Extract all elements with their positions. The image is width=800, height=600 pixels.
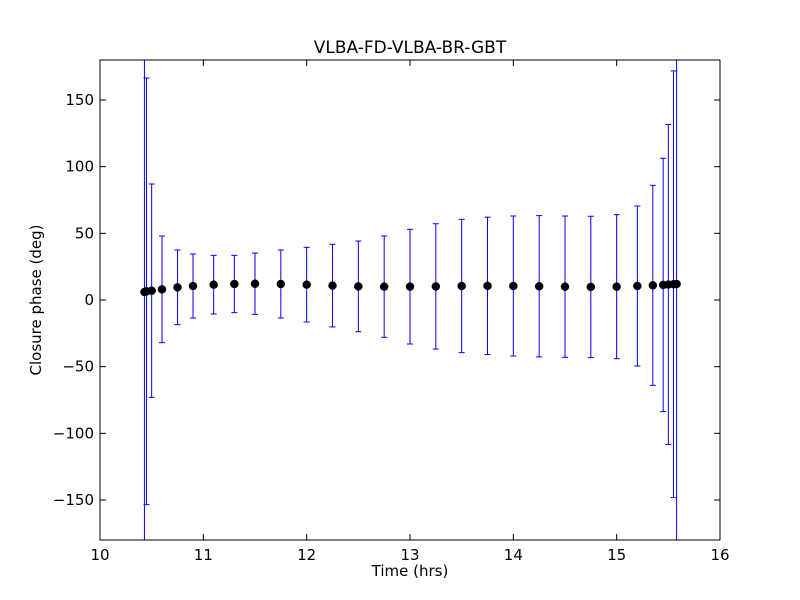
x-tick-label: 12	[297, 546, 316, 564]
chart-title: VLBA-FD-VLBA-BR-GBT	[314, 38, 507, 58]
y-axis-label: Closure phase (deg)	[27, 225, 45, 376]
y-tick-label: −150	[53, 491, 94, 509]
y-tick-label: 0	[84, 291, 94, 309]
data-point	[276, 279, 286, 289]
x-tick-label: 13	[400, 546, 419, 564]
data-point	[188, 281, 198, 291]
x-tick-label: 10	[90, 546, 109, 564]
data-point	[147, 286, 156, 295]
data-point	[534, 282, 544, 291]
data-point	[431, 282, 441, 291]
data-point	[586, 282, 596, 292]
data-point	[457, 281, 466, 291]
x-tick-label: 11	[194, 546, 213, 564]
y-tick-label: 150	[65, 91, 94, 109]
data-point	[328, 281, 337, 290]
plot-area	[140, 60, 681, 540]
y-tick-label: −50	[62, 358, 94, 376]
x-axis-label: Time (hrs)	[371, 562, 449, 580]
data-point	[250, 279, 260, 288]
data-point	[633, 281, 642, 291]
y-axis: 150 100 50 0 −50 −100 −150	[53, 91, 720, 509]
data-points-series	[140, 279, 681, 297]
error-bars-series	[143, 60, 678, 540]
x-tick-label: 15	[607, 546, 626, 564]
data-point	[672, 279, 681, 289]
data-point	[405, 282, 415, 291]
y-tick-label: −100	[53, 424, 94, 442]
x-tick-label: 16	[710, 546, 729, 564]
data-point	[230, 279, 239, 289]
data-point	[173, 283, 182, 292]
y-tick-label: 50	[75, 224, 94, 242]
data-point	[209, 280, 218, 289]
data-point	[648, 281, 658, 290]
x-axis: 10 11 12 13 14 15 16	[90, 60, 730, 564]
data-point	[483, 281, 492, 291]
data-point	[560, 282, 570, 291]
data-point	[157, 285, 167, 294]
data-point	[379, 282, 389, 291]
data-point	[354, 282, 363, 291]
y-tick-label: 100	[65, 158, 94, 176]
data-point	[509, 281, 518, 291]
data-point	[302, 280, 311, 289]
data-point	[612, 282, 621, 291]
x-tick-label: 14	[504, 546, 523, 564]
